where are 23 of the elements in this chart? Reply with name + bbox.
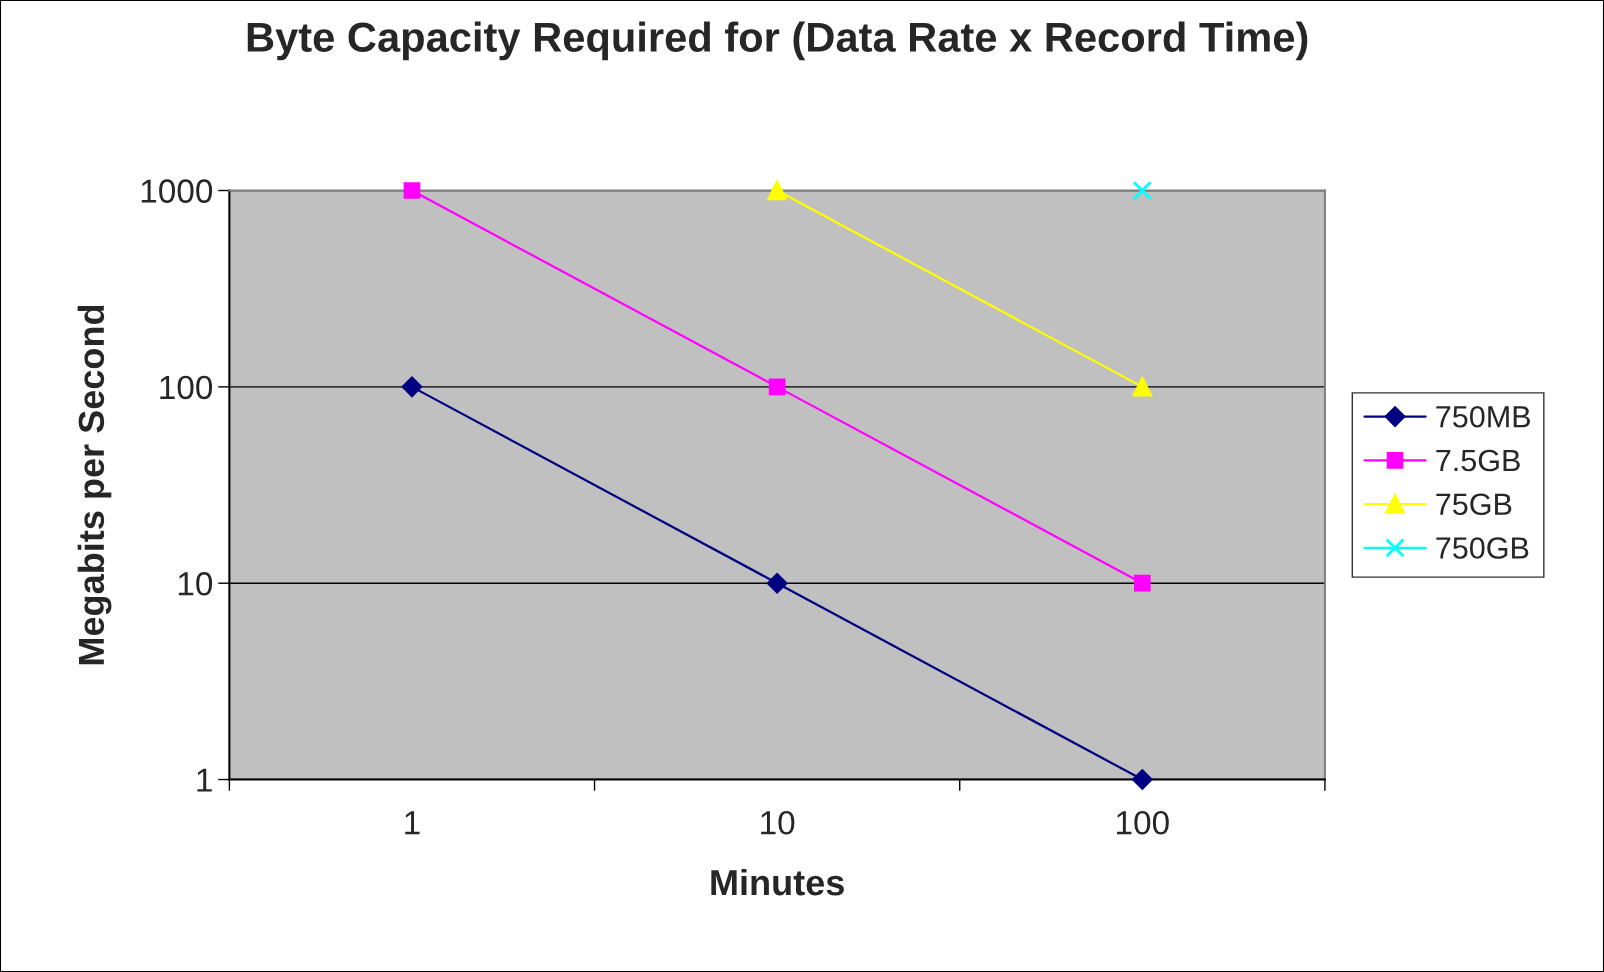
point	[1132, 377, 1153, 397]
x-tick-label: 1	[405, 811, 420, 835]
point	[766, 572, 788, 594]
point	[403, 182, 421, 199]
legend-label: 75GB	[1436, 493, 1512, 516]
y-tick-label: 100	[160, 375, 213, 400]
y-tick-label: 1000	[141, 179, 213, 203]
point	[1132, 769, 1153, 790]
legend-label: 7.5GB	[1436, 449, 1520, 472]
x-tick-label: 100	[1117, 810, 1169, 835]
point	[1132, 180, 1153, 201]
y-tick-label: 10	[178, 572, 213, 596]
x-tick-label: 10	[761, 810, 795, 835]
point	[401, 376, 423, 398]
legend-label: 750GB	[1436, 537, 1529, 559]
y-tick-label: 1	[197, 768, 212, 792]
x-axis-title: Minutes	[711, 868, 844, 896]
point	[768, 378, 786, 396]
chart-title: Byte Capacity Required for (Data Rate x Record Time)	[247, 21, 1308, 61]
legend-label: 750MB	[1436, 405, 1530, 428]
y-axis-title: Megabits per Second	[77, 305, 112, 665]
point	[1133, 574, 1151, 592]
point	[767, 180, 787, 201]
